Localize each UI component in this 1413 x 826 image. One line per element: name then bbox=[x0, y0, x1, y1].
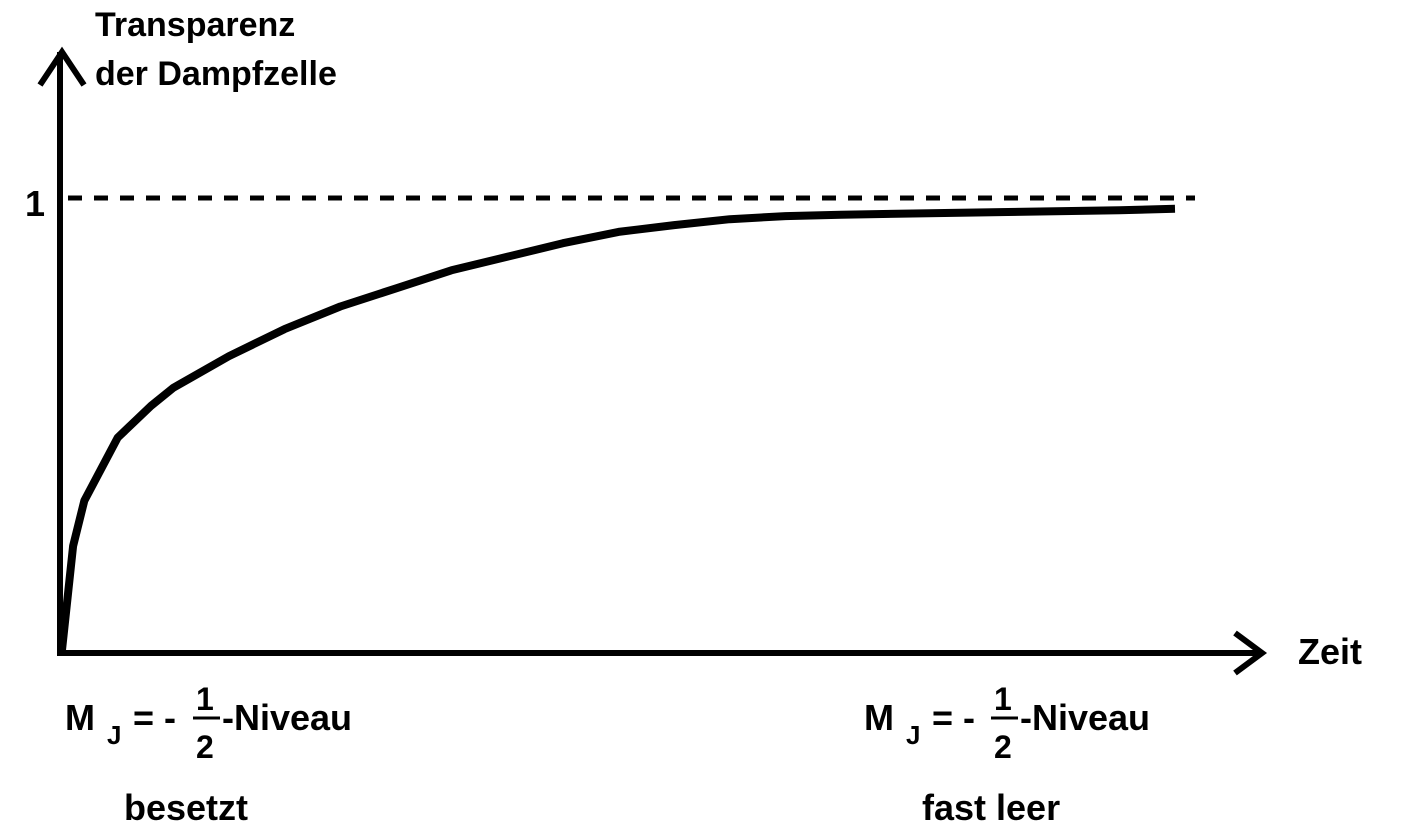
annotation-right-numerator: 1 bbox=[994, 681, 1012, 717]
annotation-right-suffix: -Niveau bbox=[1020, 697, 1150, 738]
y-axis-label-line1: Transparenz bbox=[95, 6, 295, 44]
y-axis-arrowhead bbox=[37, 46, 87, 87]
annotation-left-numerator: 1 bbox=[196, 681, 214, 717]
annotation-right-equals: = - bbox=[932, 697, 975, 738]
annotation-left-suffix: -Niveau bbox=[222, 697, 352, 738]
annotation-right-denominator: 2 bbox=[994, 729, 1012, 765]
annotation-left: M J = - 1 2 -Niveau besetzt bbox=[65, 681, 352, 826]
y-tick-label: 1 bbox=[25, 183, 45, 224]
annotation-left-denominator: 2 bbox=[196, 729, 214, 765]
x-axis-label: Zeit bbox=[1298, 631, 1362, 672]
annotation-right-subscript: J bbox=[906, 720, 920, 750]
annotation-left-symbol: M bbox=[65, 697, 95, 738]
y-axis-label-line2: der Dampfzelle bbox=[95, 55, 337, 93]
series-line-0 bbox=[58, 204, 1176, 651]
annotation-left-subscript: J bbox=[107, 720, 121, 750]
annotation-left-caption: besetzt bbox=[124, 787, 248, 826]
annotation-right: M J = - 1 2 -Niveau fast leer bbox=[864, 681, 1150, 826]
x-axis-arrowhead bbox=[1233, 630, 1268, 676]
annotation-left-equals: = - bbox=[133, 697, 176, 738]
series-group bbox=[58, 204, 1176, 651]
annotation-right-caption: fast leer bbox=[922, 787, 1060, 826]
annotation-right-symbol: M bbox=[864, 697, 894, 738]
